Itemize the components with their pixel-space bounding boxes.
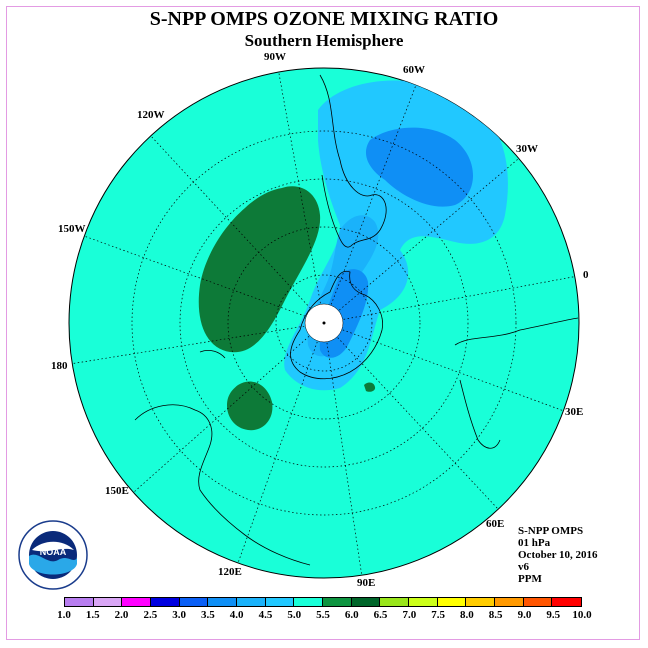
colorbar-tick-label: 1.0 (57, 609, 71, 621)
lon-label-0: 0 (583, 269, 589, 281)
lon-label-120w: 120W (137, 109, 165, 121)
high-ozone-region-pacific (198, 186, 321, 353)
colorbar-tick-label: 7.5 (431, 609, 445, 621)
colorbar-tick-label: 6.0 (344, 609, 359, 621)
colorbar-segment (122, 598, 152, 606)
lon-label-150w: 150W (58, 223, 86, 235)
coastlines (134, 74, 579, 566)
colorbar-segment (495, 598, 524, 606)
lon-label-120e: 120E (218, 566, 242, 578)
colorbar-tick-label: 5.0 (287, 609, 302, 621)
colorbar-tick-label: 5.5 (316, 609, 330, 621)
high-ozone-region-south (226, 381, 273, 431)
lon-label-60e: 60E (486, 518, 504, 530)
info-units: PPM (518, 573, 542, 585)
colorbar-tick-label: 3.0 (172, 609, 186, 621)
latitude-circles (131, 130, 517, 516)
colorbar-ticks: 1.0 1.5 2.0 2.5 3.0 3.5 4.0 4.5 5.0 5.5 6.0 6.5 7.0 7… (0, 609, 648, 623)
noaa-logo-icon: NOAA (18, 520, 88, 590)
colorbar-tick-label: 9.0 (517, 609, 532, 621)
colorbar-segment (552, 598, 582, 606)
colorbar-tick-label: 8.0 (460, 609, 474, 621)
svg-text:NOAA: NOAA (40, 547, 67, 557)
antarctica-coast (290, 270, 383, 380)
meridians (69, 68, 579, 578)
colorbar-segment (380, 598, 410, 606)
colorbar-tick-label: 1.5 (85, 609, 100, 621)
lon-label-150e: 150E (105, 485, 129, 497)
colorbar-segment (466, 598, 496, 606)
colorbar-segment (409, 598, 438, 606)
new-zealand-coast (199, 350, 226, 359)
colorbar-tick-label: 3.5 (201, 609, 215, 621)
africa-coast (454, 317, 579, 449)
lon-label-180: 180 (51, 360, 68, 372)
colorbar-segment (294, 598, 324, 606)
colorbar-segment (323, 598, 352, 606)
colorbar-segment (265, 598, 295, 606)
colorbar-tick-label: 2.5 (143, 609, 158, 621)
info-block: S-NPP OMPS 01 hPa October 10, 2016 v6 PP… (518, 525, 598, 585)
colorbar-segment (351, 598, 381, 606)
colorbar-segment (523, 598, 553, 606)
lon-label-60w: 60W (403, 64, 425, 76)
figure-frame (6, 6, 640, 640)
colorbar-tick-label: 8.5 (488, 609, 503, 621)
lon-label-90w: 90W (264, 51, 286, 63)
colorbar-segment (237, 598, 266, 606)
lon-label-90e: 90E (357, 577, 375, 589)
low-ozone-region-dark (365, 127, 474, 207)
colorbar-tick-label: 10.0 (572, 609, 592, 621)
south-america-coast (319, 74, 387, 248)
colorbar-tick-label: 9.5 (546, 609, 561, 621)
lon-label-30w: 30W (516, 143, 538, 155)
colorbar-segment (437, 598, 467, 606)
colorbar-segment (208, 598, 238, 606)
info-version: v6 (518, 561, 529, 573)
colorbar-tick-label: 4.5 (258, 609, 273, 621)
south-pole-marker (322, 321, 326, 325)
colorbar-tick-label: 6.5 (373, 609, 388, 621)
colorbar-tick-label: 7.0 (402, 609, 417, 621)
info-level: 01 hPa (518, 537, 551, 549)
colorbar-tick-label: 2.0 (114, 609, 129, 621)
colorbar-segment (179, 598, 209, 606)
colorbar-segment (65, 598, 94, 606)
info-instrument: S-NPP OMPS (518, 525, 584, 537)
map-title: S-NPP OMPS OZONE MIXING RATIO (149, 8, 499, 30)
colorbar-segment (93, 598, 123, 606)
high-ozone-spot (364, 382, 376, 392)
lon-label-30e: 30E (565, 406, 583, 418)
australia-coast (134, 404, 311, 566)
info-date: October 10, 2016 (518, 549, 598, 561)
colorbar-tick-label: 4.0 (229, 609, 244, 621)
map-subtitle: Southern Hemisphere (244, 31, 404, 50)
colorbar (64, 597, 582, 607)
colorbar-segment (151, 598, 180, 606)
